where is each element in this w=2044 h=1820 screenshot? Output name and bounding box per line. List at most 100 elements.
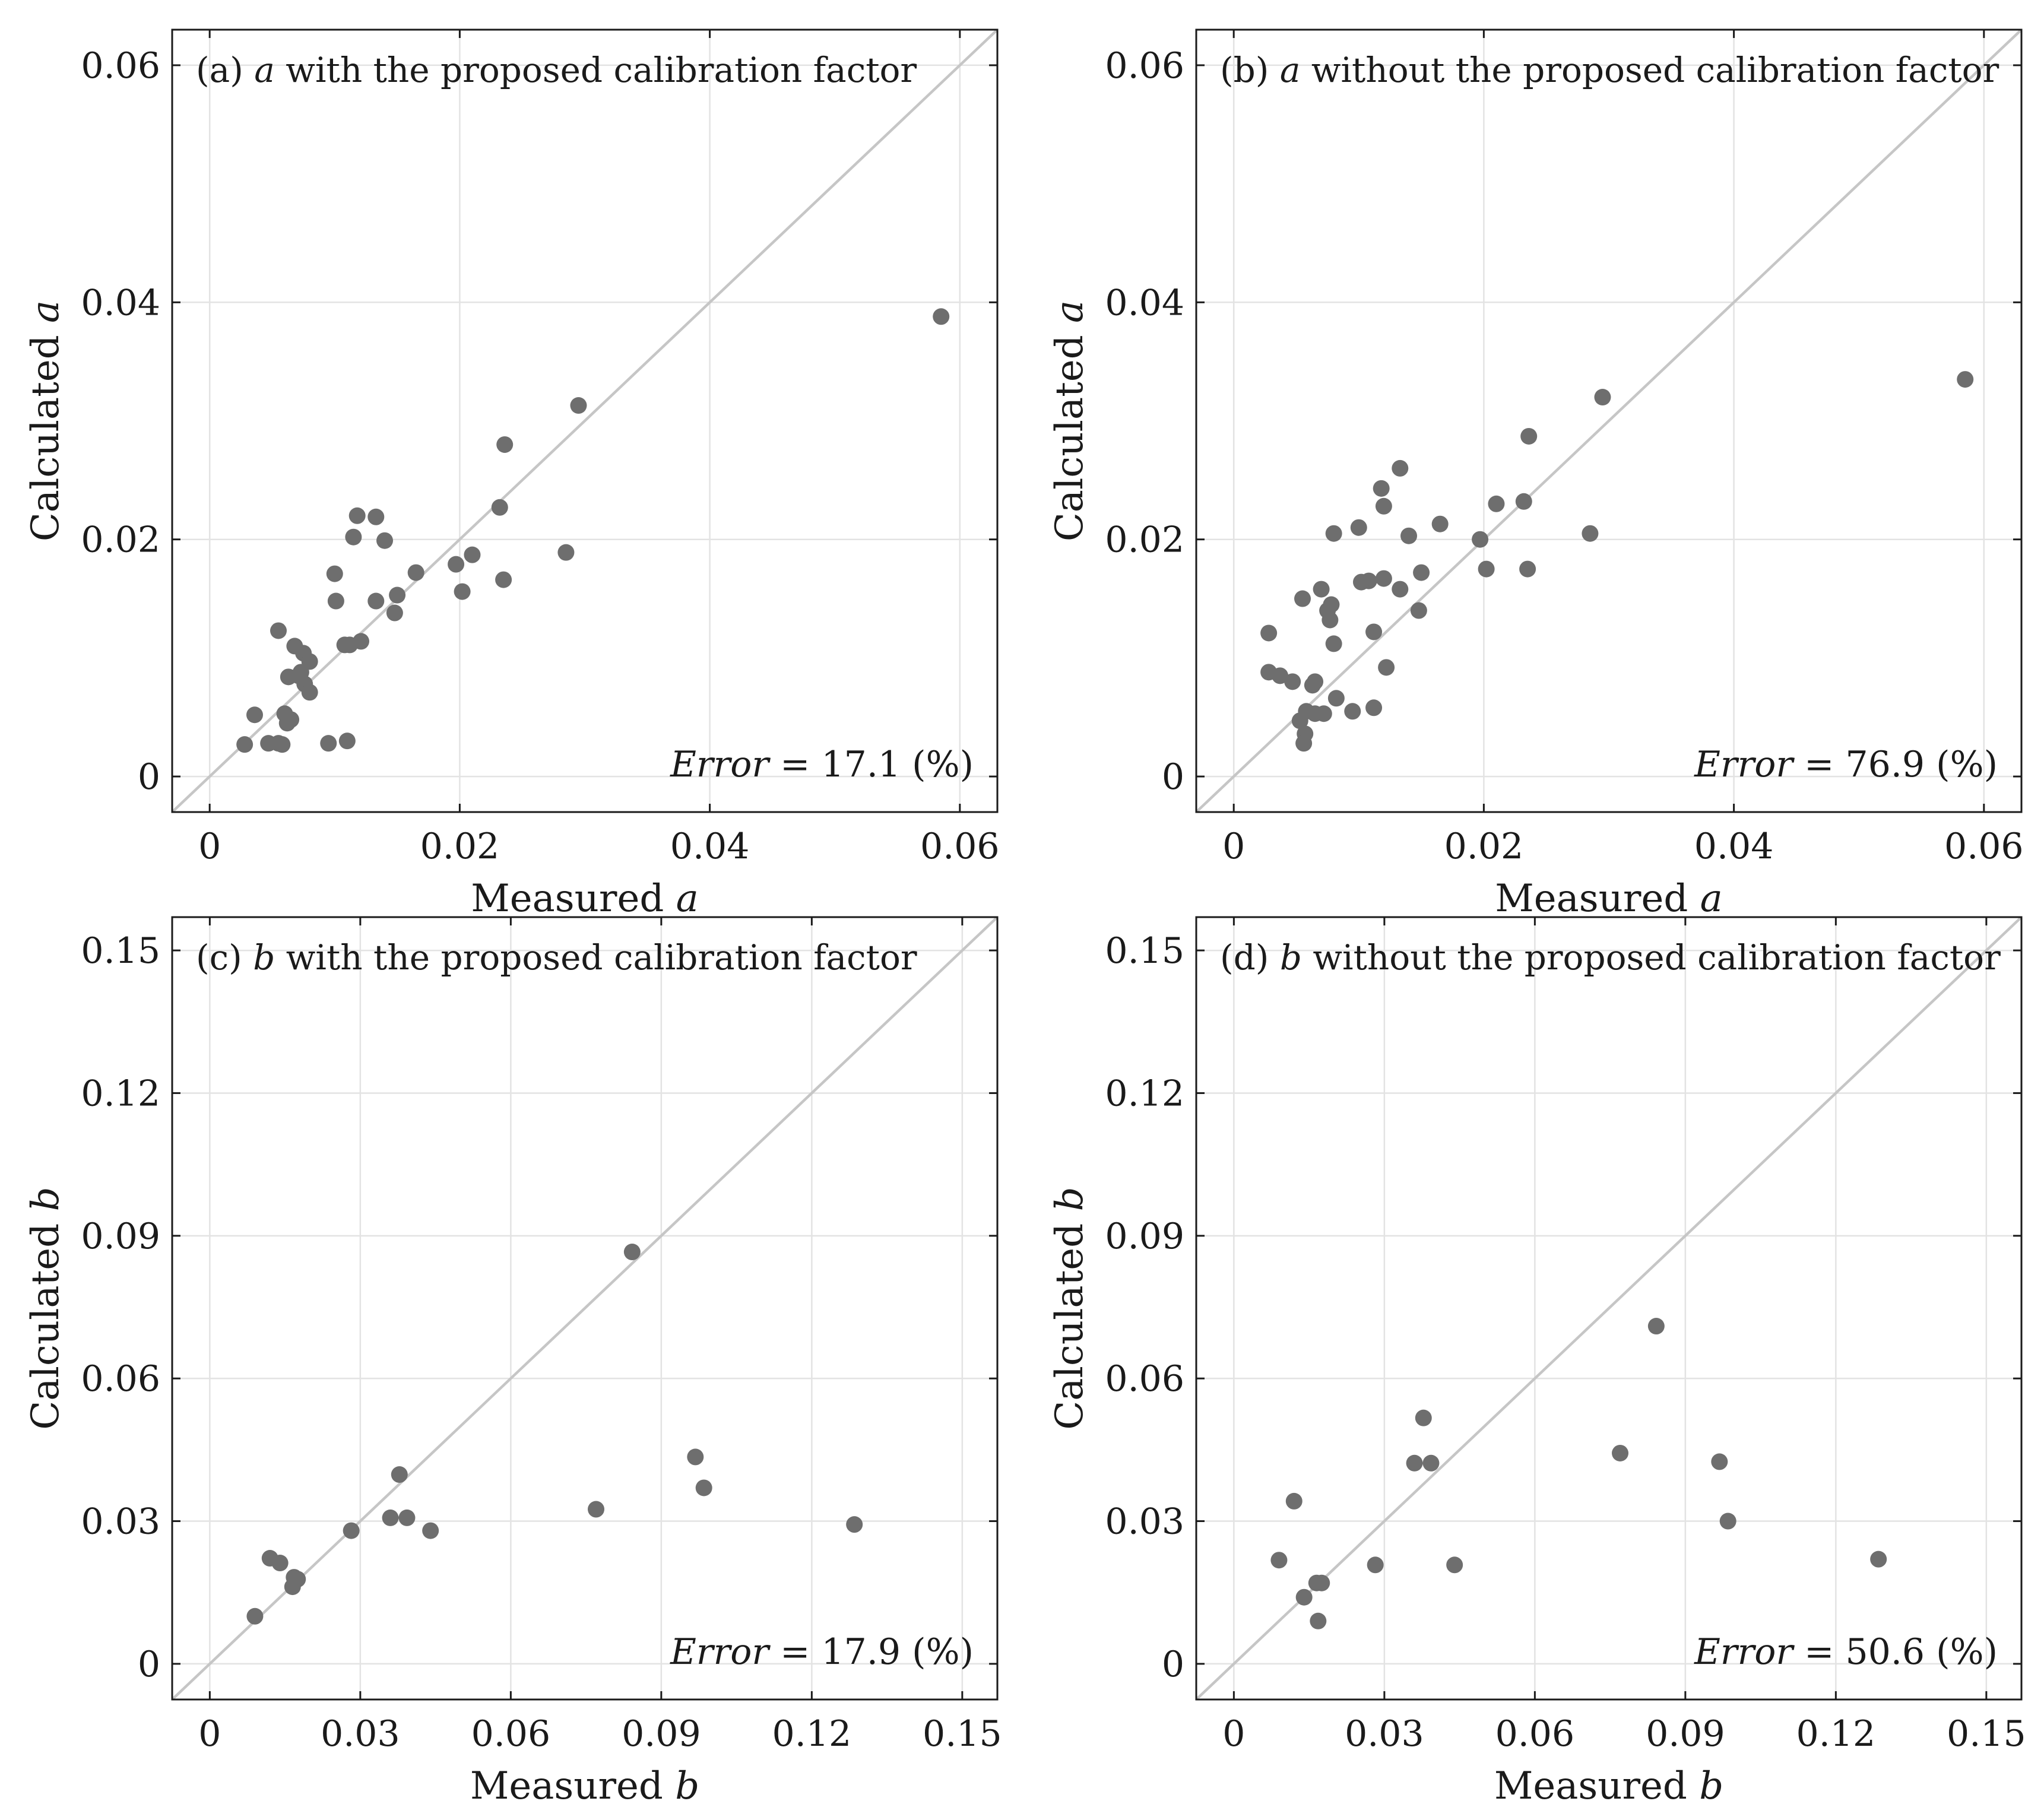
data-point-d-10	[1367, 1556, 1384, 1574]
data-point-b-24	[1344, 703, 1361, 720]
data-point-b-9	[1431, 515, 1449, 532]
x-tick-label: 0.15	[923, 1713, 1002, 1755]
data-point-a-35	[278, 715, 296, 732]
data-point-b-2	[1520, 427, 1538, 445]
text-run: with the proposed calibration factor	[275, 937, 917, 978]
y-tick-label: 0.02	[81, 519, 160, 561]
data-point-d-4	[1612, 1444, 1629, 1461]
text-run: (c)	[196, 937, 253, 978]
y-axis-title: Calculated b	[1048, 1187, 1092, 1429]
text-run: b	[675, 1764, 699, 1808]
data-point-a-21	[353, 633, 370, 650]
x-tick-label: 0	[198, 1713, 221, 1755]
data-point-d-13	[1313, 1574, 1330, 1591]
y-tick-label: 0	[138, 1644, 160, 1685]
data-point-a-39	[274, 736, 291, 753]
data-point-b-15	[1400, 527, 1418, 544]
x-tick-label: 0.15	[1947, 1713, 2026, 1755]
data-point-a-23	[320, 735, 337, 752]
text-run: b	[1048, 1187, 1092, 1211]
x-tick-label: 0.03	[1345, 1713, 1424, 1755]
y-tick-label: 0.06	[81, 1358, 160, 1400]
data-point-b-35	[1284, 673, 1301, 690]
text-run: b	[1280, 937, 1302, 978]
data-point-a-3	[491, 499, 508, 516]
x-tick-label: 0.06	[920, 826, 1000, 867]
text-run: Error	[1694, 1631, 1795, 1673]
text-run: a	[24, 300, 68, 323]
data-point-d-8	[1285, 1492, 1303, 1510]
y-axis-title: Calculated b	[24, 1187, 68, 1429]
data-point-a-0	[933, 308, 950, 325]
data-point-b-25	[1325, 525, 1342, 542]
x-tick-label: 0.02	[420, 826, 500, 867]
x-tick-label: 0	[1222, 1713, 1245, 1755]
data-point-c-11	[271, 1555, 289, 1572]
plot-frame	[171, 28, 999, 813]
y-tick-label: 0.06	[1105, 45, 1184, 87]
plot-frame	[1195, 28, 2023, 813]
data-point-a-15	[345, 528, 362, 546]
y-tick-label: 0.06	[1105, 1358, 1184, 1400]
data-point-a-18	[327, 592, 344, 610]
data-point-b-10	[1410, 602, 1427, 619]
x-tick-label: 0	[1222, 826, 1245, 867]
text-run: Calculated	[1048, 323, 1092, 541]
x-tick-label: 0.06	[1944, 826, 2024, 867]
data-point-c-2	[695, 1479, 712, 1496]
text-run: without the proposed calibration factor	[1300, 50, 1999, 90]
data-point-a-2	[496, 436, 514, 453]
data-point-c-7	[398, 1509, 416, 1526]
data-point-b-44	[1295, 735, 1313, 752]
data-point-b-32	[1260, 624, 1278, 642]
plot-frame	[171, 916, 999, 1701]
data-point-b-8	[1478, 560, 1495, 578]
y-axis-title: Calculated a	[24, 300, 68, 541]
data-point-b-4	[1519, 560, 1536, 578]
data-point-a-22	[338, 733, 356, 750]
data-point-a-16	[376, 532, 394, 549]
y-tick-label: 0.12	[1105, 1073, 1184, 1114]
x-axis-title: Measured b	[1494, 1764, 1723, 1808]
data-point-a-10	[386, 604, 403, 622]
y-tick-label: 0.06	[81, 45, 160, 87]
data-point-d-6	[1719, 1513, 1736, 1530]
text-run: Calculated	[24, 323, 68, 541]
data-point-b-21	[1365, 623, 1383, 641]
data-point-a-13	[348, 507, 366, 524]
data-point-a-14	[367, 508, 385, 525]
data-point-b-22	[1378, 659, 1395, 676]
data-point-b-16	[1350, 519, 1367, 536]
text-run: = 17.1 (%)	[769, 744, 974, 785]
data-point-b-37	[1304, 677, 1321, 694]
data-point-b-12	[1392, 459, 1409, 477]
x-tick-label: 0.09	[622, 1713, 701, 1755]
text-run: a	[254, 50, 275, 90]
text-run: Measured	[1495, 877, 1700, 921]
panel-c: 0 0.03 0.06 0.09 0.12 0.15 0 0.03 0.06 0.09 0.12 0.…	[24, 916, 1002, 1808]
data-point-a-36	[246, 706, 263, 724]
x-tick-label: 0.04	[1694, 826, 1774, 867]
data-point-a-17	[326, 565, 343, 582]
text-run: (d)	[1220, 937, 1280, 978]
text-run: a	[676, 877, 699, 921]
y-tick-label: 0.02	[1105, 519, 1184, 561]
data-point-d-11	[1446, 1556, 1463, 1574]
data-point-a-11	[389, 586, 406, 604]
identity-line	[172, 917, 997, 1699]
data-point-b-14	[1375, 497, 1392, 515]
data-point-a-6	[464, 546, 481, 563]
panel-a: 0 0.02 0.04 0.06 0 0.02 0.04 0.06 (a) a with the…	[24, 28, 1000, 921]
data-point-d-7	[1870, 1551, 1887, 1568]
text-run: b	[253, 937, 275, 978]
text-run: Measured	[1494, 1764, 1699, 1808]
panel-title: (b) a without the proposed calibration f…	[1220, 50, 1999, 90]
text-run: with the proposed calibration factor	[275, 50, 917, 90]
data-point-c-3	[846, 1516, 863, 1533]
text-run: Error	[670, 1631, 771, 1673]
data-point-a-12	[367, 592, 385, 610]
y-tick-label: 0.04	[81, 282, 160, 324]
data-point-b-0	[1957, 371, 1974, 388]
x-tick-label: 0.06	[1495, 1713, 1575, 1755]
data-point-c-8	[422, 1522, 439, 1539]
